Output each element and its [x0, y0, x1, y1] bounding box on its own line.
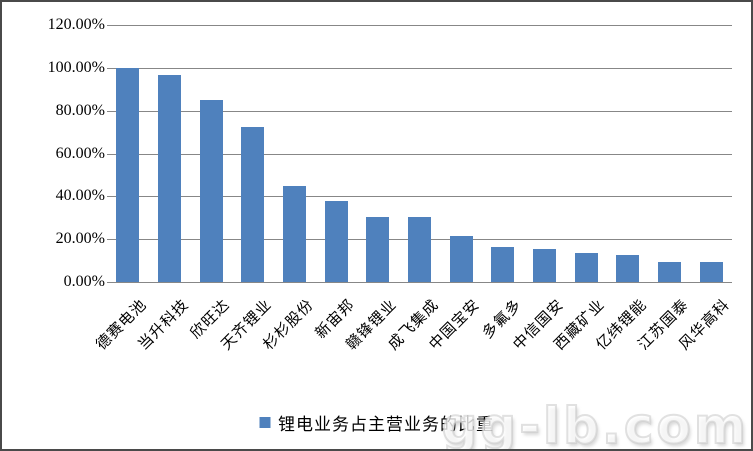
- gridline: [107, 111, 732, 112]
- bar: [366, 217, 389, 282]
- y-axis-tick-label: 120.00%: [47, 16, 105, 33]
- bar: [116, 68, 139, 282]
- bar: [200, 100, 223, 282]
- y-axis-tick-label: 60.00%: [55, 145, 105, 162]
- gridline: [107, 196, 732, 197]
- gridline: [107, 68, 732, 69]
- bar: [658, 262, 681, 282]
- y-axis-tick-label: 40.00%: [55, 187, 105, 204]
- y-axis-tick-label: 100.00%: [47, 59, 105, 76]
- bar: [450, 236, 473, 282]
- bar: [325, 201, 348, 282]
- bar: [533, 249, 556, 282]
- legend: 锂电业务占主营业务的比重: [259, 410, 494, 435]
- y-axis-tick-label: 0.00%: [63, 273, 105, 290]
- legend-label: 锂电业务占主营业务的比重: [278, 415, 494, 434]
- y-axis-tick-label: 20.00%: [55, 230, 105, 247]
- bar: [241, 127, 264, 282]
- legend-square-icon: [259, 417, 270, 428]
- gridline: [107, 154, 732, 155]
- y-axis-tick-label: 80.00%: [55, 102, 105, 119]
- bar: [575, 253, 598, 282]
- bar: [408, 217, 431, 282]
- bar: [283, 186, 306, 282]
- bar: [700, 262, 723, 282]
- bar: [491, 247, 514, 282]
- gridline: [107, 282, 732, 283]
- bar: [616, 255, 639, 282]
- bar: [158, 75, 181, 282]
- gridline: [107, 25, 732, 26]
